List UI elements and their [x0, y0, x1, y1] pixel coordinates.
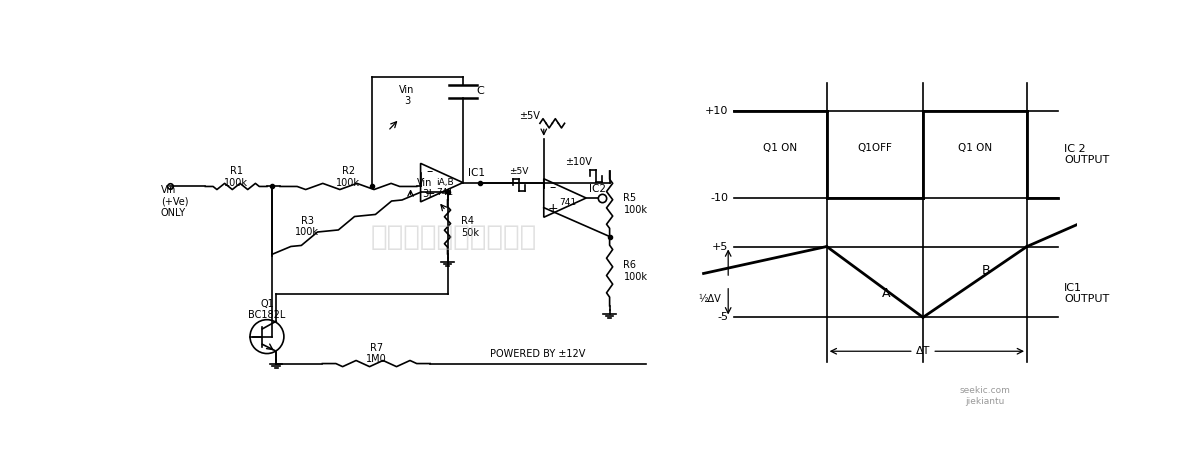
Text: ±5V: ±5V [520, 111, 540, 121]
Text: R6
100k: R6 100k [624, 260, 648, 282]
Text: POWERED BY ±12V: POWERED BY ±12V [491, 349, 586, 359]
Text: R5
100k: R5 100k [624, 193, 648, 214]
Text: C: C [476, 87, 484, 96]
Text: R4
50k: R4 50k [461, 216, 479, 238]
Text: +10: +10 [704, 106, 728, 116]
Text: Vin
 3: Vin 3 [416, 178, 432, 199]
Text: iA,B
741: iA,B 741 [436, 177, 454, 197]
Text: ½ΔV: ½ΔV [698, 294, 721, 304]
Text: B: B [983, 264, 991, 277]
Text: Q1 ON: Q1 ON [958, 144, 992, 153]
Text: Vin
 3: Vin 3 [400, 85, 415, 106]
Text: IC 2
OUTPUT: IC 2 OUTPUT [1064, 144, 1109, 165]
Text: ΔT: ΔT [916, 346, 930, 356]
Text: 杭州将睿科技有限公司: 杭州将睿科技有限公司 [370, 223, 536, 250]
Text: Q1OFF: Q1OFF [858, 144, 893, 153]
Text: +: + [547, 202, 558, 215]
Text: –: – [427, 165, 433, 178]
Text: Q1 ON: Q1 ON [763, 144, 798, 153]
Text: Q1
BC182L: Q1 BC182L [248, 299, 286, 320]
Text: R3
100k: R3 100k [295, 216, 319, 238]
Text: IC1: IC1 [468, 169, 485, 178]
Text: IC1
OUTPUT: IC1 OUTPUT [1064, 283, 1109, 304]
Text: –: – [550, 181, 556, 194]
Text: R7
1M0: R7 1M0 [366, 343, 386, 364]
Text: R1
100k: R1 100k [224, 166, 248, 188]
Text: ±10V: ±10V [565, 157, 592, 167]
Text: +5: +5 [712, 242, 728, 251]
Text: Vin
(+Ve)
ONLY: Vin (+Ve) ONLY [161, 185, 188, 219]
Text: R2
100k: R2 100k [336, 166, 360, 188]
Text: IC2: IC2 [589, 184, 606, 194]
Text: A: A [882, 287, 890, 300]
Text: -5: -5 [718, 313, 728, 322]
Text: +: + [425, 187, 436, 200]
Text: 741: 741 [559, 198, 576, 207]
Text: seekic.com
jiekiantu: seekic.com jiekiantu [959, 386, 1010, 406]
Text: ±5V: ±5V [509, 167, 528, 175]
Text: -10: -10 [710, 193, 728, 203]
